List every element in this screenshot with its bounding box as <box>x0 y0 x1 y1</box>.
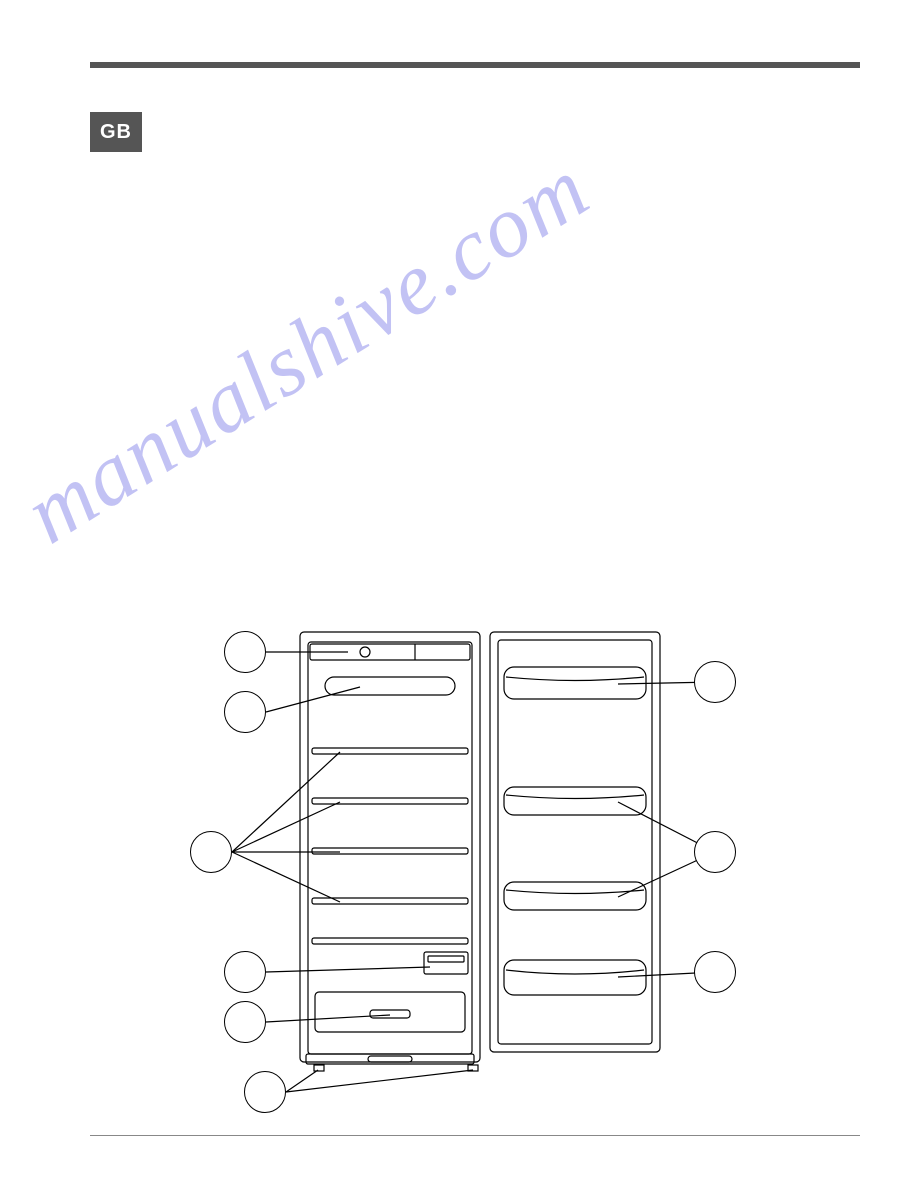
callout-1 <box>224 631 266 673</box>
language-badge-text: GB <box>100 121 132 144</box>
callout-5 <box>224 1001 266 1043</box>
callout-6 <box>244 1071 286 1113</box>
diagram-svg <box>170 622 790 1122</box>
bottom-rule <box>90 1135 860 1136</box>
page-container: GB manualshive.com <box>0 0 918 1188</box>
callout-8 <box>694 831 736 873</box>
callout-9 <box>694 951 736 993</box>
callout-3 <box>190 831 232 873</box>
watermark-text: manualshive.com <box>9 139 606 562</box>
top-rule <box>90 62 860 68</box>
callout-7 <box>694 661 736 703</box>
language-badge: GB <box>90 112 142 152</box>
appliance-diagram <box>170 622 790 1122</box>
callout-4 <box>224 951 266 993</box>
callout-2 <box>224 691 266 733</box>
